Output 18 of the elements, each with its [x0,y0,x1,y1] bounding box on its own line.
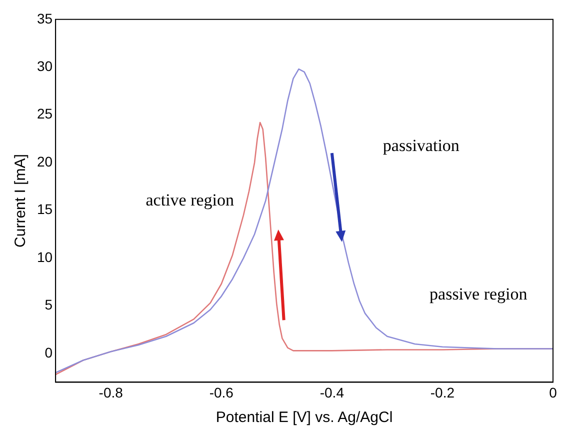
x-tick-label: -0.8 [98,384,124,400]
y-tick-label: 15 [36,201,53,218]
annotation: passivation [382,136,460,155]
y-tick-label: 25 [36,106,53,122]
x-tick-label: -0.6 [209,384,234,400]
x-axis-title: Potential E [V] vs. Ag/AgCl [216,409,393,426]
annotation: active region [146,190,235,210]
y-tick-label: 5 [44,296,53,313]
y-tick-label: 20 [36,153,53,170]
y-tick-label: 0 [44,344,53,360]
y-tick-label: 10 [36,248,53,265]
y-tick-label: 35 [36,10,53,26]
y-tick-label: 30 [36,58,53,74]
x-tick-label: -0.4 [320,384,344,400]
x-tick-label: -0.2 [430,384,455,400]
y-axis-title: Current I [mA] [12,154,30,248]
annotation: passive region [430,284,528,304]
x-tick-label: 0 [549,384,558,400]
